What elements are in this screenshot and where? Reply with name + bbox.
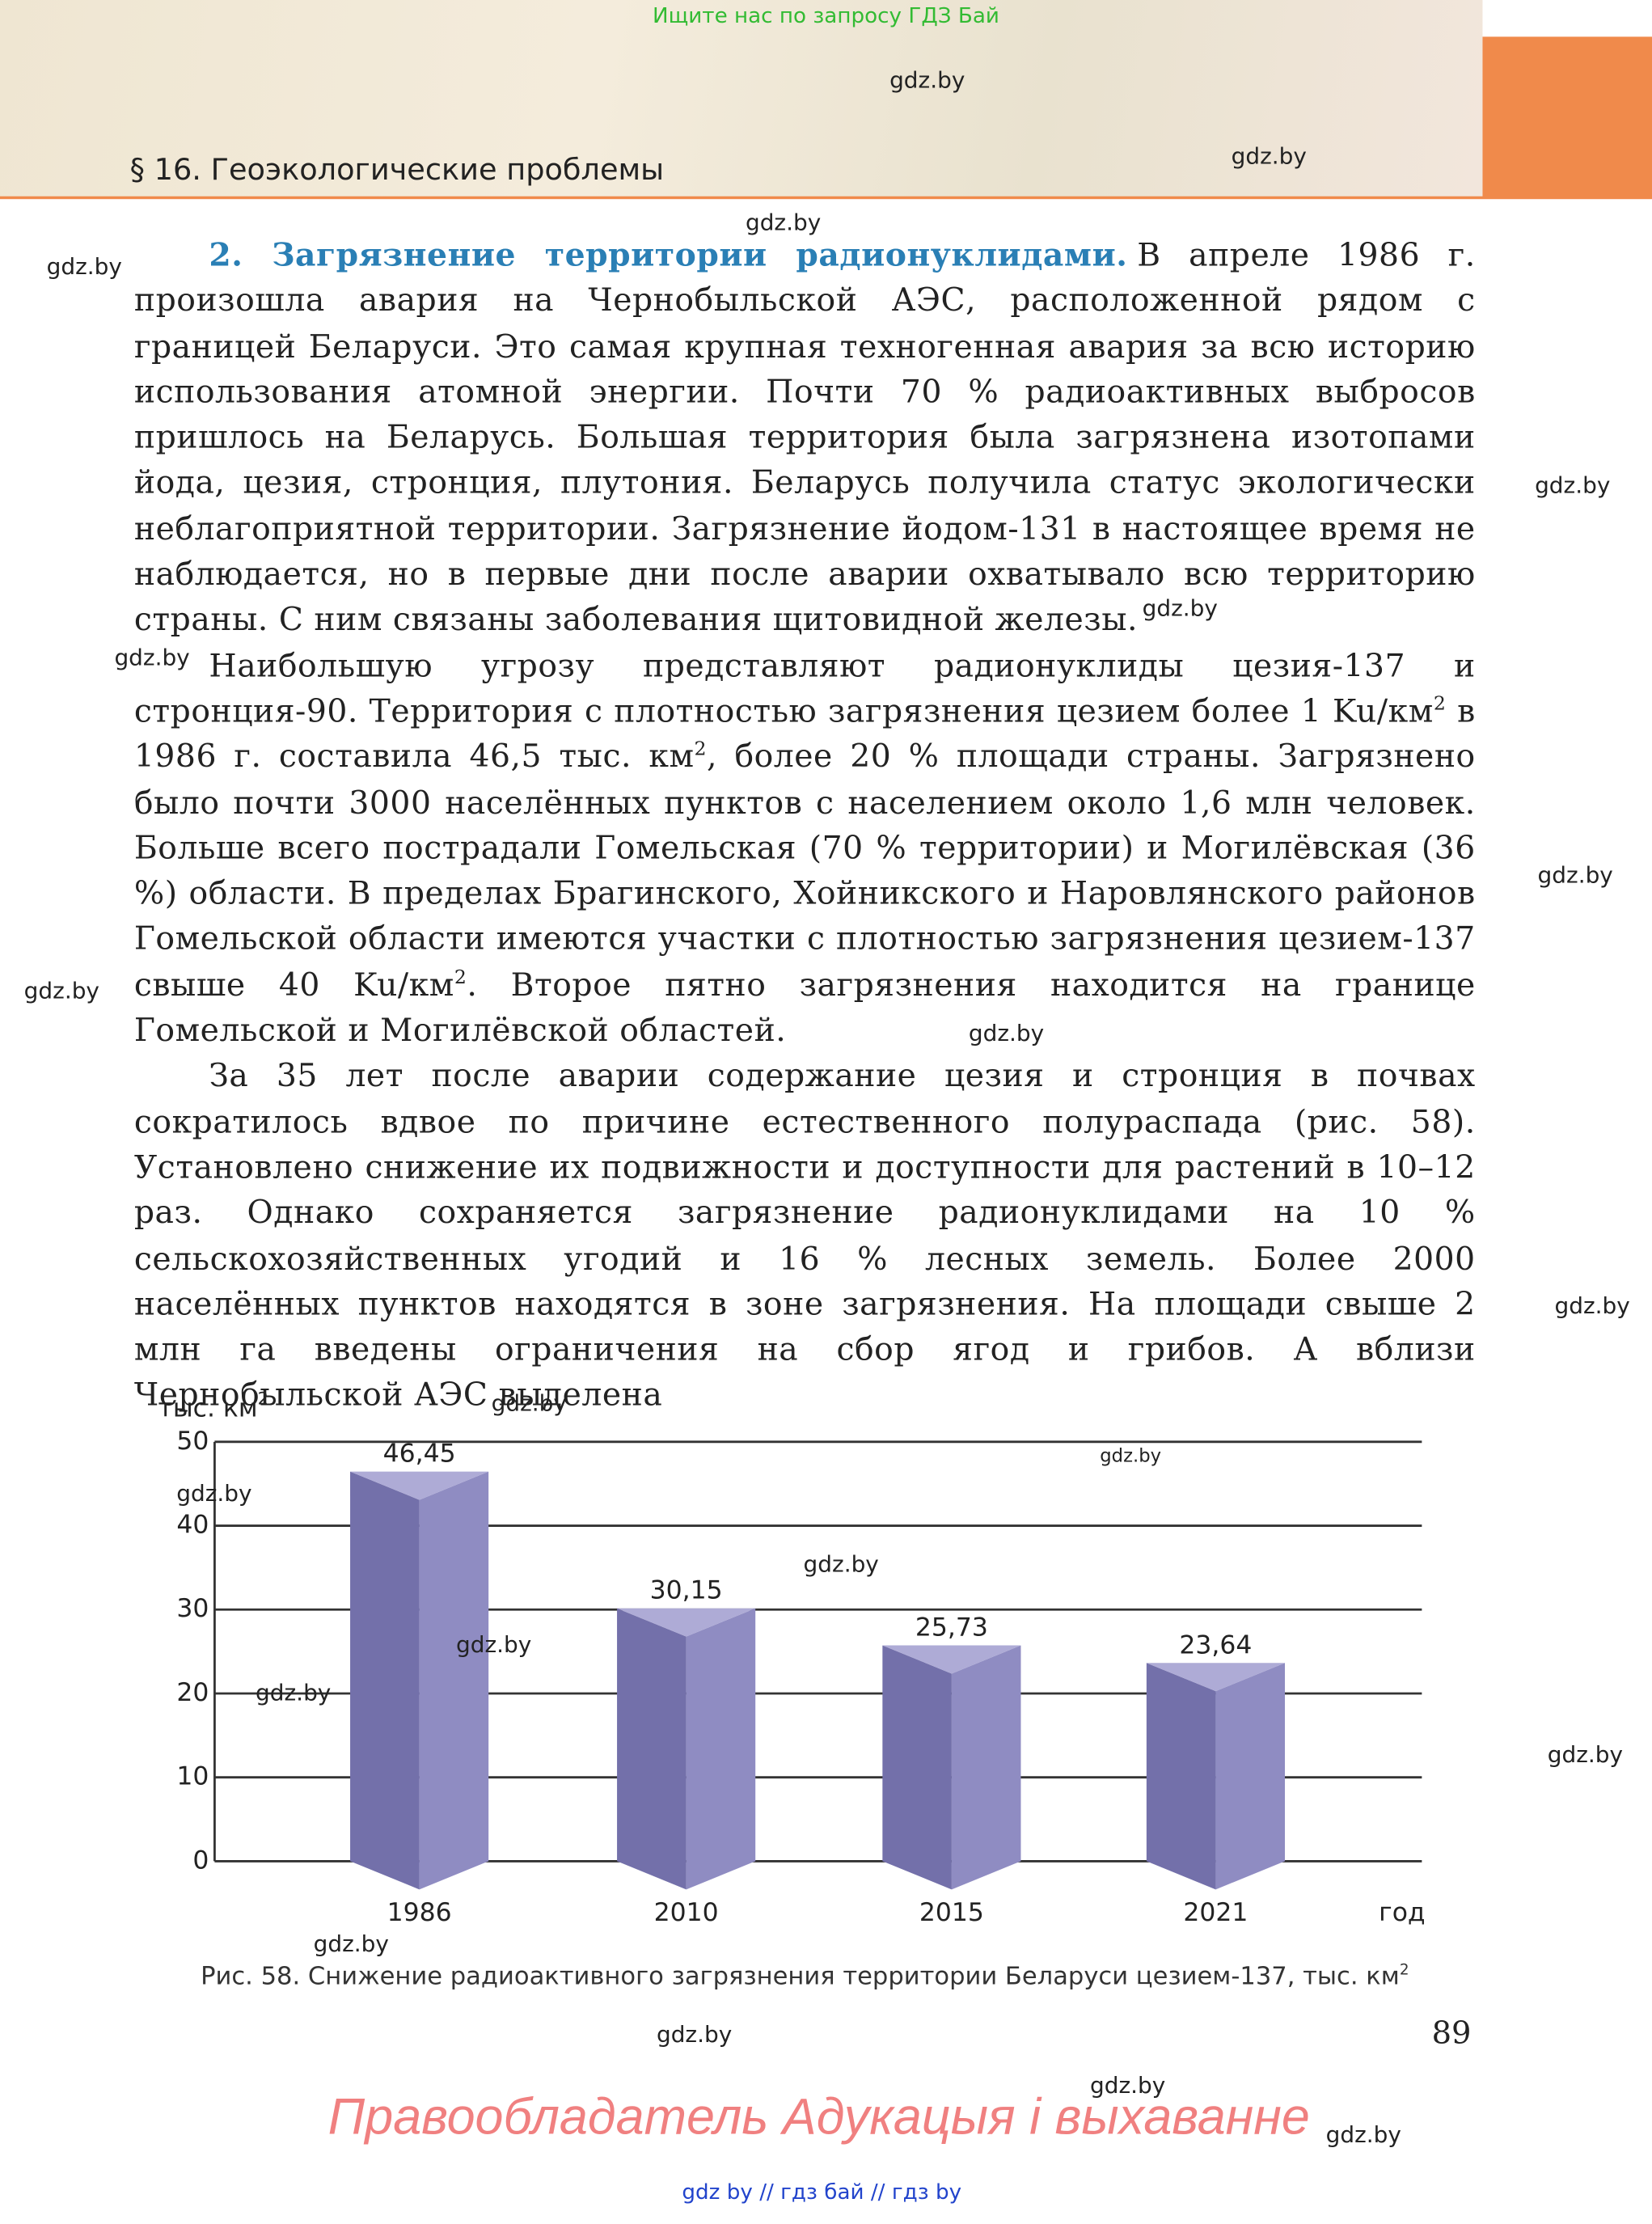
bar-right-face [1215,1663,1285,1890]
x-tick-label: 1986 [387,1898,452,1927]
x-tick-label: 2015 [919,1898,984,1927]
bar-top [617,1608,756,1637]
page-number: 89 [1431,2016,1472,2053]
y-tick-label: 0 [192,1846,209,1875]
y-tick-label: 50 [176,1427,209,1456]
value-label: 46,45 [383,1440,456,1469]
bar-top [350,1471,489,1500]
superscript: 2 [454,966,467,989]
bar-left-face [882,1645,952,1890]
y-tick-label: 20 [176,1678,209,1707]
orange-tab [1482,36,1652,198]
text-run: , более 20 % площади страны. Загрязнено … [133,738,1476,1004]
watermark: gdz.by [656,2020,733,2048]
bar-top [882,1645,1021,1674]
footer: Правообладатель Адукацыя і выхаванне [327,2087,1310,2146]
superscript: 2 [694,738,708,761]
body-text: 2. Загрязнение территории радионуклидами… [134,233,1476,1419]
watermark: gdz.by [1535,471,1611,499]
bar-right-face [686,1608,756,1890]
watermark: gdz.by [114,644,190,671]
y-tick-label: 30 [176,1594,209,1623]
x-tick-label: 2010 [654,1898,719,1927]
watermark: gdz.by [889,66,965,94]
paragraph-heading: 2. Загрязнение территории радионуклидами… [209,237,1128,274]
header-line [0,196,1652,200]
watermark: gdz.by [313,1930,389,1958]
watermark: gdz.by [456,1630,532,1658]
watermark: gdz.by [176,1479,252,1507]
y-axis-label-text: тыс. км [158,1394,258,1423]
watermark: gdz.by [1100,1446,1162,1468]
value-label: 25,73 [915,1613,988,1643]
figure-caption: Рис. 58. Снижение радиоактивного загрязн… [0,1963,1610,1991]
y-tick-label: 10 [176,1762,209,1791]
watermark: gdz.by [491,1389,567,1417]
text-run: Наибольшую угрозу представляют радионукл… [133,647,1476,730]
superscript: 2 [1433,692,1447,716]
watermark: gdz.by [968,1019,1045,1046]
value-label: 30,15 [650,1576,723,1605]
paragraph: Наибольшую угрозу представляют радионукл… [134,644,1476,1055]
bar-left-face [1146,1663,1216,1890]
watermark: gdz.by [745,209,822,236]
bar-left-face [617,1608,687,1890]
text-run: В апреле 1986 г. произошла авария на Чер… [133,237,1476,639]
watermark: gdz.by [1547,1741,1624,1769]
watermark: gdz.by [256,1679,332,1706]
y-tick-label: 40 [176,1511,209,1540]
watermark: gdz.by [46,252,122,280]
watermark: gdz.by [1537,861,1613,889]
x-axis-label: год [1379,1898,1425,1927]
paragraph: 2. Загрязнение территории радионуклидами… [134,233,1476,644]
text-run: в 1986 г. составила 46,5 тыс. км [133,693,1476,776]
text-run: . Второе пятно загрязнения находится на … [133,966,1476,1050]
watermark: gdz.by [803,1550,879,1578]
section-title: § 16. Геоэкологические проблемы [129,152,665,187]
value-label: 23,64 [1179,1630,1252,1660]
watermark: gdz.by [1325,2120,1401,2148]
bar-left-face [350,1471,420,1890]
top-banner: Ищите нас по запросу ГДЗ Бай [653,2,999,28]
caption-text: Рис. 58. Снижение радиоактивного загрязн… [201,1963,1400,1992]
watermark: gdz.by [1090,2071,1166,2099]
y-axis-label-sup: 2 [258,1389,268,1408]
text-run: За 35 лет после аварии содержание цезия … [133,1058,1476,1414]
watermark: gdz.by [23,977,99,1004]
watermark: gdz.by [1231,142,1307,170]
bar-top [1146,1663,1285,1692]
bar-right-face [419,1471,489,1890]
y-axis-label: тыс. км2 [158,1389,268,1423]
watermark: gdz.by [1142,594,1218,622]
paragraph: За 35 лет после аварии содержание цезия … [134,1054,1476,1419]
caption-sup: 2 [1399,1961,1409,1979]
watermark: gdz.by [1554,1292,1630,1319]
map-background [0,0,1483,198]
x-tick-label: 2021 [1183,1898,1248,1927]
bottom-links[interactable]: gdz by // гдз бай // гдз by [682,2179,962,2205]
bar-right-face [951,1645,1021,1890]
